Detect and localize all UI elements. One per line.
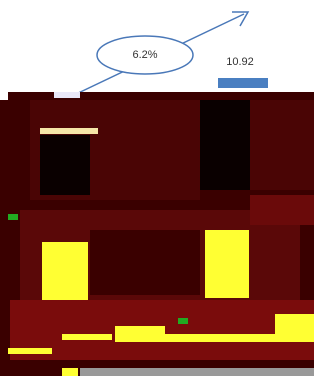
glitch-area (0, 92, 314, 376)
bar-label: 10.92 (226, 56, 254, 68)
bar (218, 78, 268, 88)
page: 6.2% 10.92 (() => { const data = JSON.pa… (0, 0, 314, 376)
callout-label: 6.2% (132, 49, 157, 61)
screenshot: 6.2% 10.92 (0, 0, 314, 376)
